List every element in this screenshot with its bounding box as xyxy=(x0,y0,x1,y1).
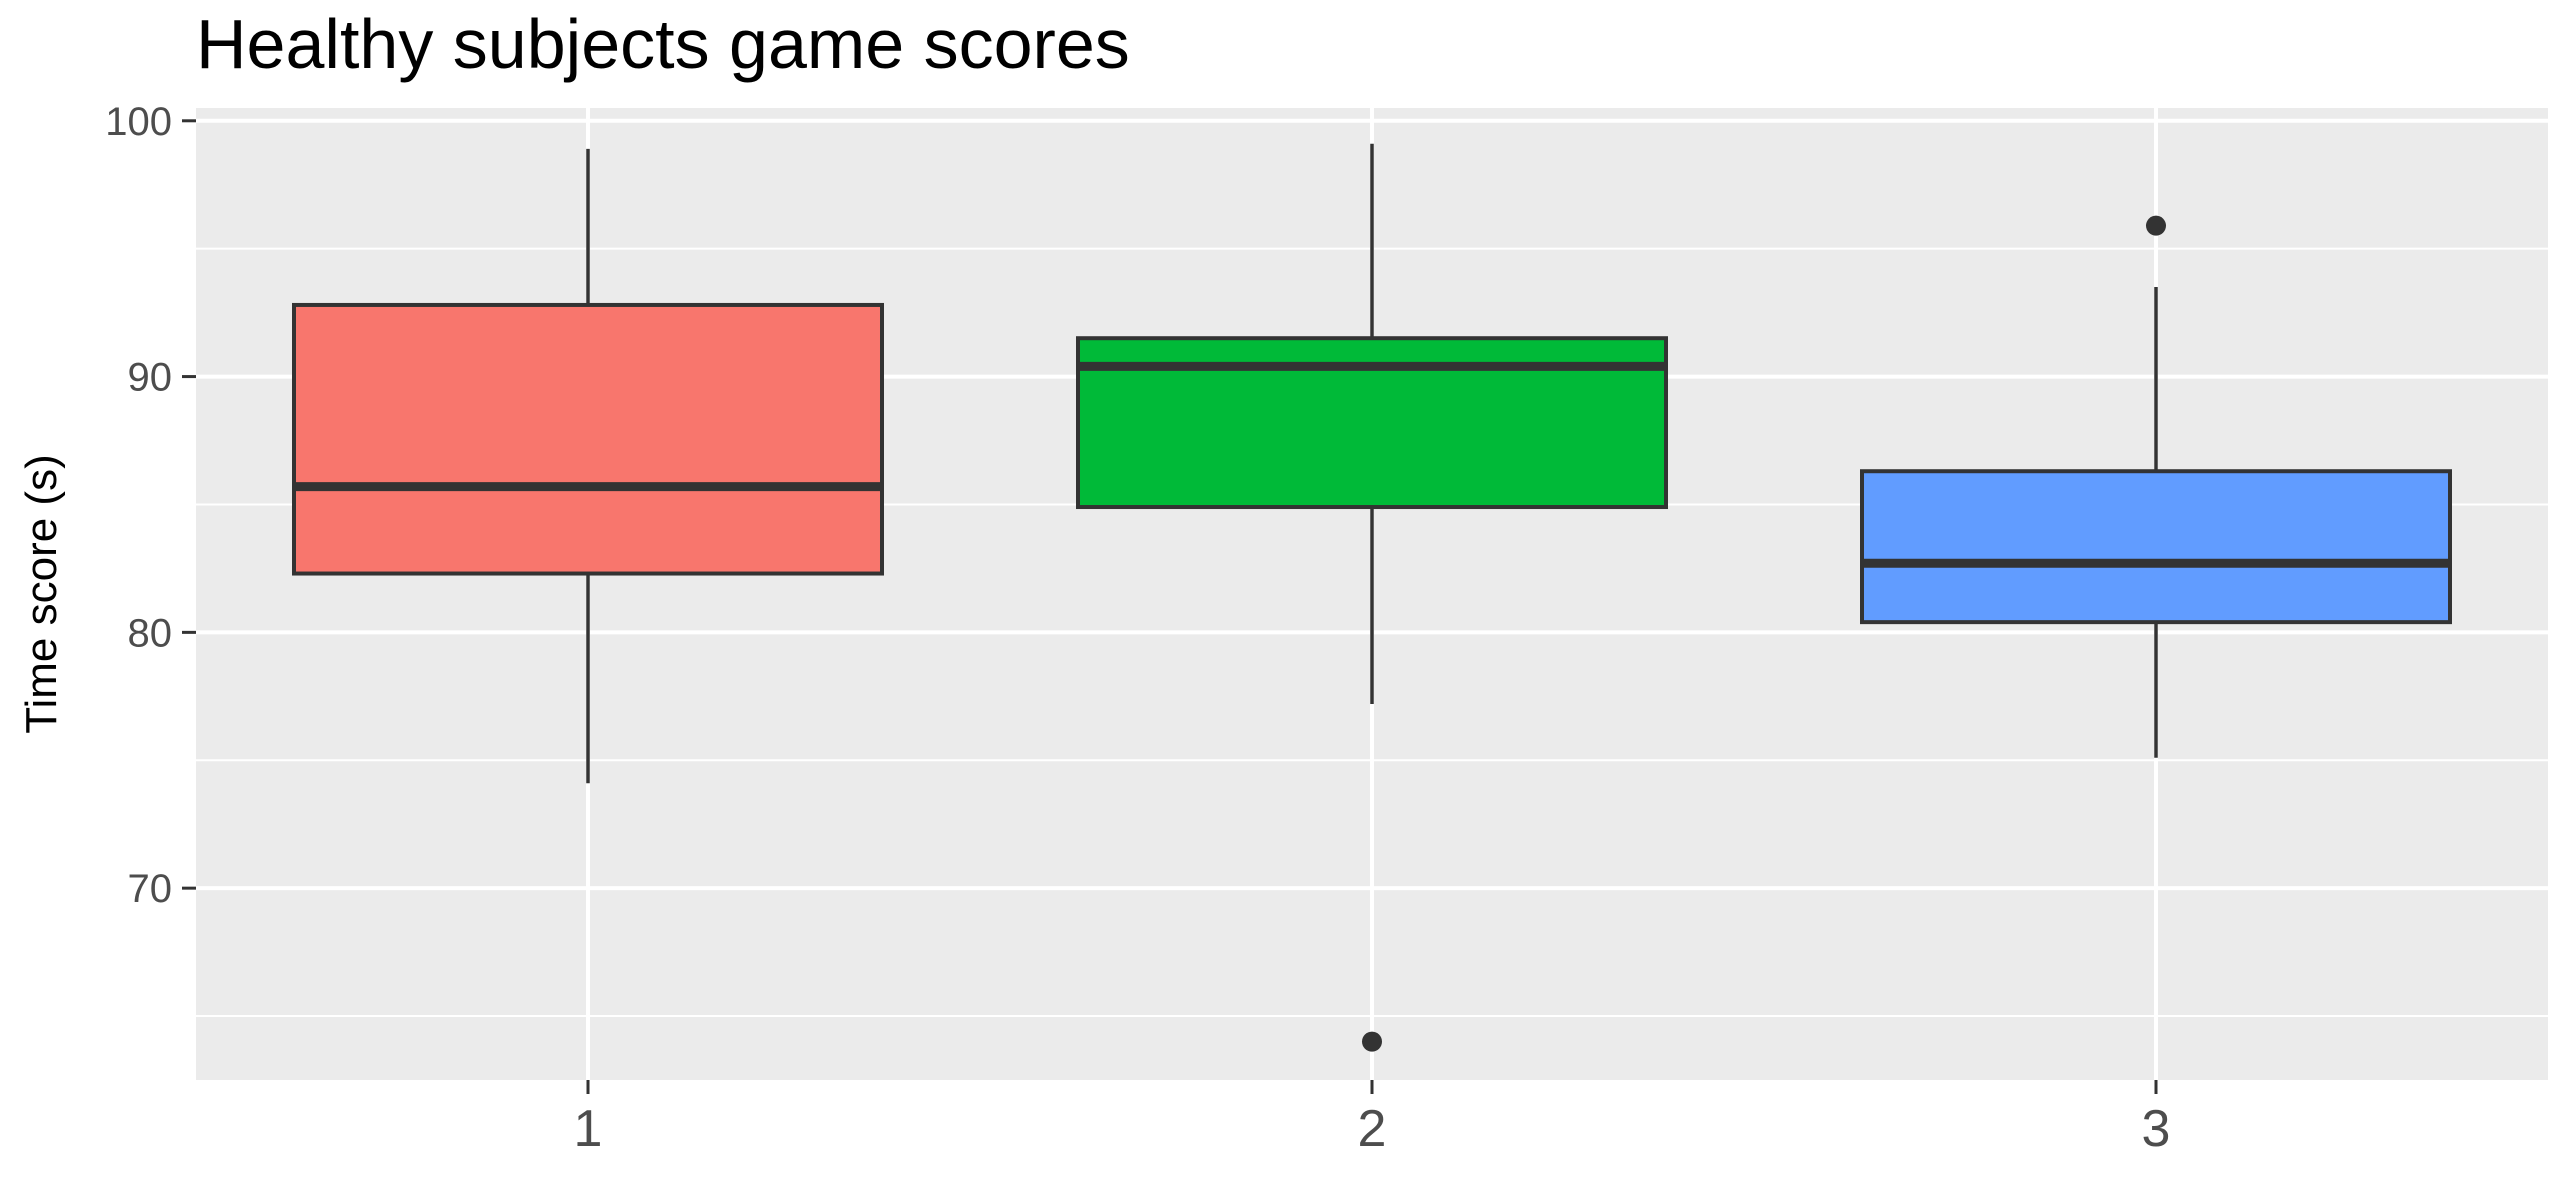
box-group-2 xyxy=(1076,143,1668,1052)
y-axis-title: Time score (s) xyxy=(17,454,66,734)
chart-title: Healthy subjects game scores xyxy=(196,5,1130,83)
x-tick-label-0: 1 xyxy=(574,1100,603,1158)
outlier-point-2-0 xyxy=(1362,1031,1382,1052)
box-series xyxy=(292,143,2452,1052)
y-tick-label-2: 90 xyxy=(128,356,173,400)
box-group-3 xyxy=(1860,215,2452,758)
box-3 xyxy=(1860,469,2452,625)
y-tick-label-3: 100 xyxy=(105,100,172,144)
box-1 xyxy=(292,302,884,576)
y-tick-label-1: 80 xyxy=(128,611,173,655)
axes: 70 80 90 100 1 2 3 xyxy=(105,100,2170,1158)
y-tick-label-0: 70 xyxy=(128,867,173,911)
box-group-1 xyxy=(292,148,884,784)
x-tick-label-1: 2 xyxy=(1358,1100,1387,1158)
x-tick-label-2: 3 xyxy=(2142,1100,2171,1158)
outlier-point-3-0 xyxy=(2146,215,2166,236)
